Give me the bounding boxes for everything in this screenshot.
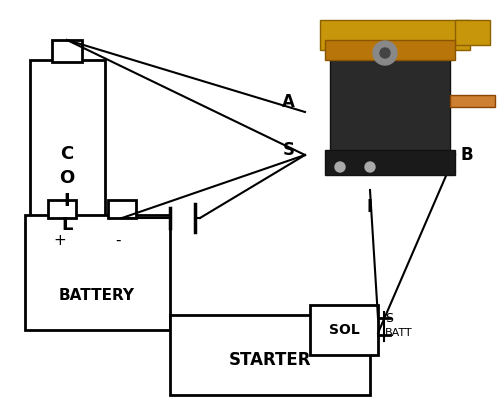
Bar <box>30 60 105 225</box>
Bar <box>325 150 455 175</box>
Circle shape <box>380 48 390 58</box>
Text: S: S <box>385 312 393 325</box>
Circle shape <box>373 41 397 65</box>
Text: SOL: SOL <box>329 323 360 337</box>
Text: B: B <box>460 146 473 164</box>
Text: BATT: BATT <box>385 328 413 338</box>
Text: S: S <box>283 141 295 159</box>
Bar <box>170 315 370 395</box>
Text: +: + <box>54 233 66 247</box>
Text: C
O
I
L: C O I L <box>59 145 75 234</box>
Bar <box>325 40 455 60</box>
Bar <box>25 215 170 330</box>
Bar <box>310 305 378 355</box>
Circle shape <box>335 162 345 172</box>
Bar <box>52 40 82 62</box>
Text: A: A <box>282 93 295 111</box>
Text: -: - <box>115 233 121 247</box>
Bar <box>450 95 495 107</box>
Bar <box>108 200 136 218</box>
Text: BATTERY: BATTERY <box>59 288 135 302</box>
Text: I: I <box>367 198 373 216</box>
Text: STARTER: STARTER <box>229 351 311 369</box>
Bar <box>320 20 470 50</box>
Bar <box>455 20 490 45</box>
Circle shape <box>365 162 375 172</box>
Bar <box>330 45 450 170</box>
Bar <box>48 200 76 218</box>
